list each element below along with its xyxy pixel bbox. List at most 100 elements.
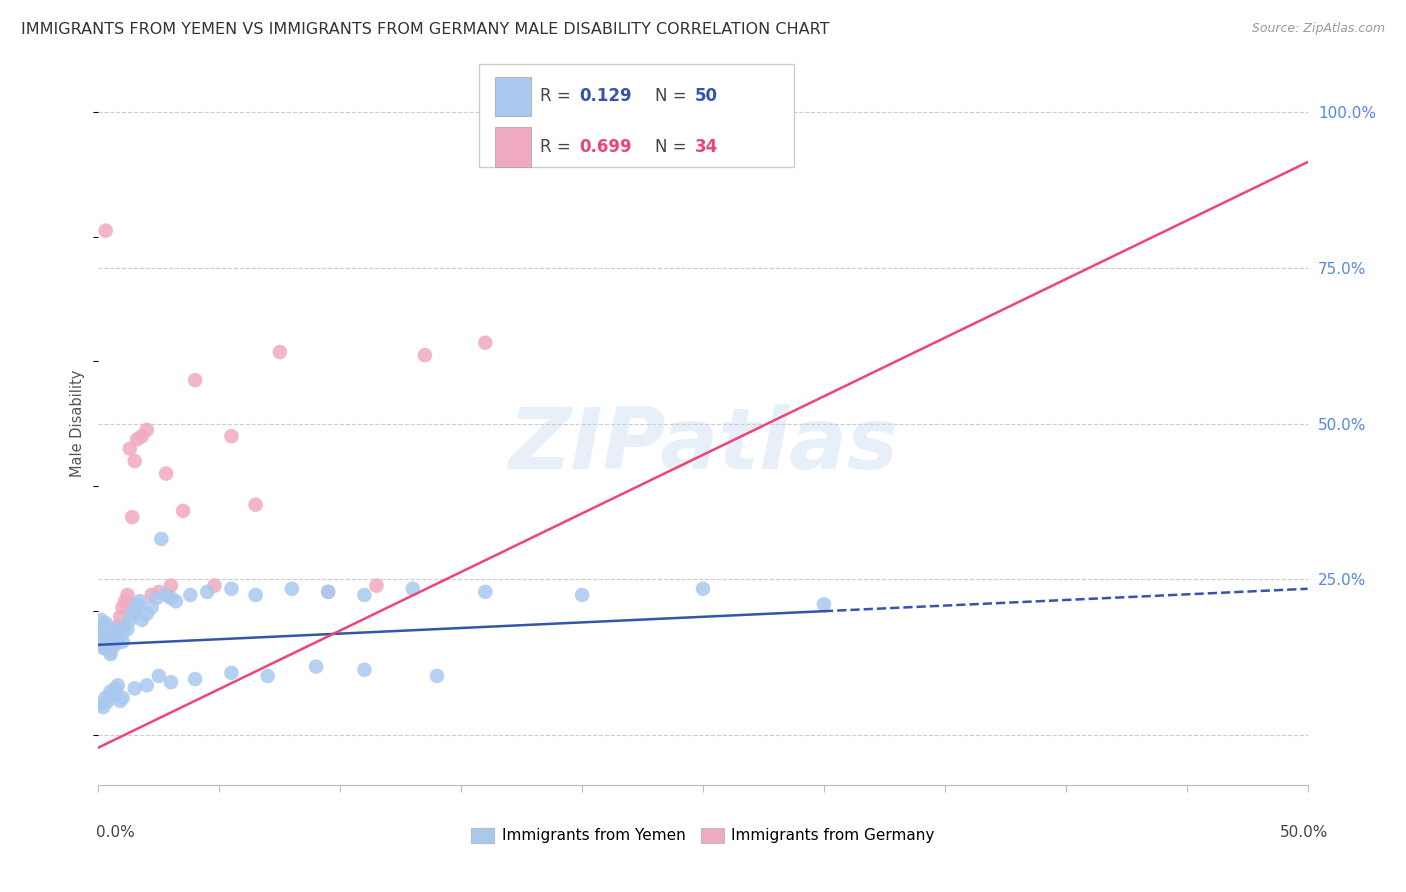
Text: N =: N =	[655, 87, 692, 105]
Point	[118, 442, 141, 456]
Point	[127, 432, 149, 446]
Point	[91, 628, 114, 642]
Point	[184, 672, 207, 686]
Point	[184, 373, 207, 387]
Point	[94, 640, 117, 655]
Point	[100, 622, 122, 636]
Point	[305, 659, 328, 673]
Point	[135, 423, 157, 437]
Point	[165, 594, 187, 608]
Point	[221, 582, 243, 596]
Point	[426, 669, 449, 683]
Point	[353, 663, 375, 677]
Point	[97, 638, 120, 652]
Point	[90, 613, 112, 627]
Text: 50: 50	[695, 87, 717, 105]
Point	[245, 498, 267, 512]
Text: N =: N =	[655, 138, 692, 156]
Point	[160, 579, 183, 593]
Point	[118, 613, 141, 627]
Point	[124, 681, 146, 696]
Point	[160, 591, 183, 606]
Point	[195, 585, 218, 599]
Point	[128, 594, 150, 608]
Point	[94, 634, 117, 648]
Point	[107, 632, 129, 646]
Point	[101, 625, 124, 640]
Point	[114, 594, 136, 608]
Point	[100, 644, 122, 658]
Point	[91, 640, 114, 655]
Point	[281, 582, 304, 596]
Point	[94, 690, 117, 705]
Text: Source: ZipAtlas.com: Source: ZipAtlas.com	[1251, 22, 1385, 36]
Point	[172, 504, 194, 518]
Text: 0.0%: 0.0%	[96, 825, 135, 840]
Point	[100, 632, 122, 646]
Point	[101, 688, 124, 702]
Point	[104, 681, 127, 696]
Point	[141, 600, 163, 615]
Point	[131, 613, 153, 627]
Point	[474, 585, 496, 599]
FancyBboxPatch shape	[495, 77, 531, 116]
Point	[90, 638, 112, 652]
Point	[111, 690, 134, 705]
Text: IMMIGRANTS FROM YEMEN VS IMMIGRANTS FROM GERMANY MALE DISABILITY CORRELATION CHA: IMMIGRANTS FROM YEMEN VS IMMIGRANTS FROM…	[21, 22, 830, 37]
Text: R =: R =	[540, 138, 576, 156]
Point	[148, 669, 170, 683]
Point	[108, 628, 131, 642]
Point	[269, 345, 291, 359]
Point	[413, 348, 436, 362]
Point	[107, 619, 129, 633]
Point	[90, 697, 112, 711]
Point	[94, 224, 117, 238]
Point	[204, 579, 226, 593]
Point	[91, 632, 114, 646]
Point	[124, 454, 146, 468]
Point	[100, 647, 122, 661]
Point	[104, 628, 127, 642]
Point	[135, 607, 157, 621]
Point	[160, 675, 183, 690]
Text: 34: 34	[695, 138, 718, 156]
Point	[114, 619, 136, 633]
Point	[316, 585, 339, 599]
Point	[353, 588, 375, 602]
Point	[141, 588, 163, 602]
Point	[111, 634, 134, 648]
Point	[595, 105, 617, 120]
FancyBboxPatch shape	[479, 64, 793, 167]
Point	[402, 582, 425, 596]
Point	[256, 669, 278, 683]
Text: 0.129: 0.129	[579, 87, 633, 105]
Point	[111, 625, 134, 640]
Point	[108, 694, 131, 708]
Point	[474, 335, 496, 350]
Y-axis label: Male Disability: Male Disability	[70, 370, 86, 477]
Point	[121, 607, 143, 621]
Point	[97, 694, 120, 708]
Point	[148, 585, 170, 599]
Point	[100, 684, 122, 698]
Point	[94, 625, 117, 640]
Point	[221, 665, 243, 680]
Point	[221, 429, 243, 443]
Point	[94, 615, 117, 630]
Point	[150, 532, 173, 546]
Point	[101, 634, 124, 648]
Point	[97, 634, 120, 648]
Point	[107, 622, 129, 636]
Point	[91, 700, 114, 714]
Point	[155, 467, 177, 481]
Text: 0.699: 0.699	[579, 138, 633, 156]
Point	[813, 598, 835, 612]
Point	[101, 638, 124, 652]
Point	[145, 591, 167, 606]
Text: R =: R =	[540, 87, 576, 105]
Point	[117, 588, 139, 602]
Point	[571, 588, 593, 602]
Point	[108, 609, 131, 624]
FancyBboxPatch shape	[495, 127, 531, 167]
Legend: Immigrants from Yemen, Immigrants from Germany: Immigrants from Yemen, Immigrants from G…	[465, 822, 941, 849]
